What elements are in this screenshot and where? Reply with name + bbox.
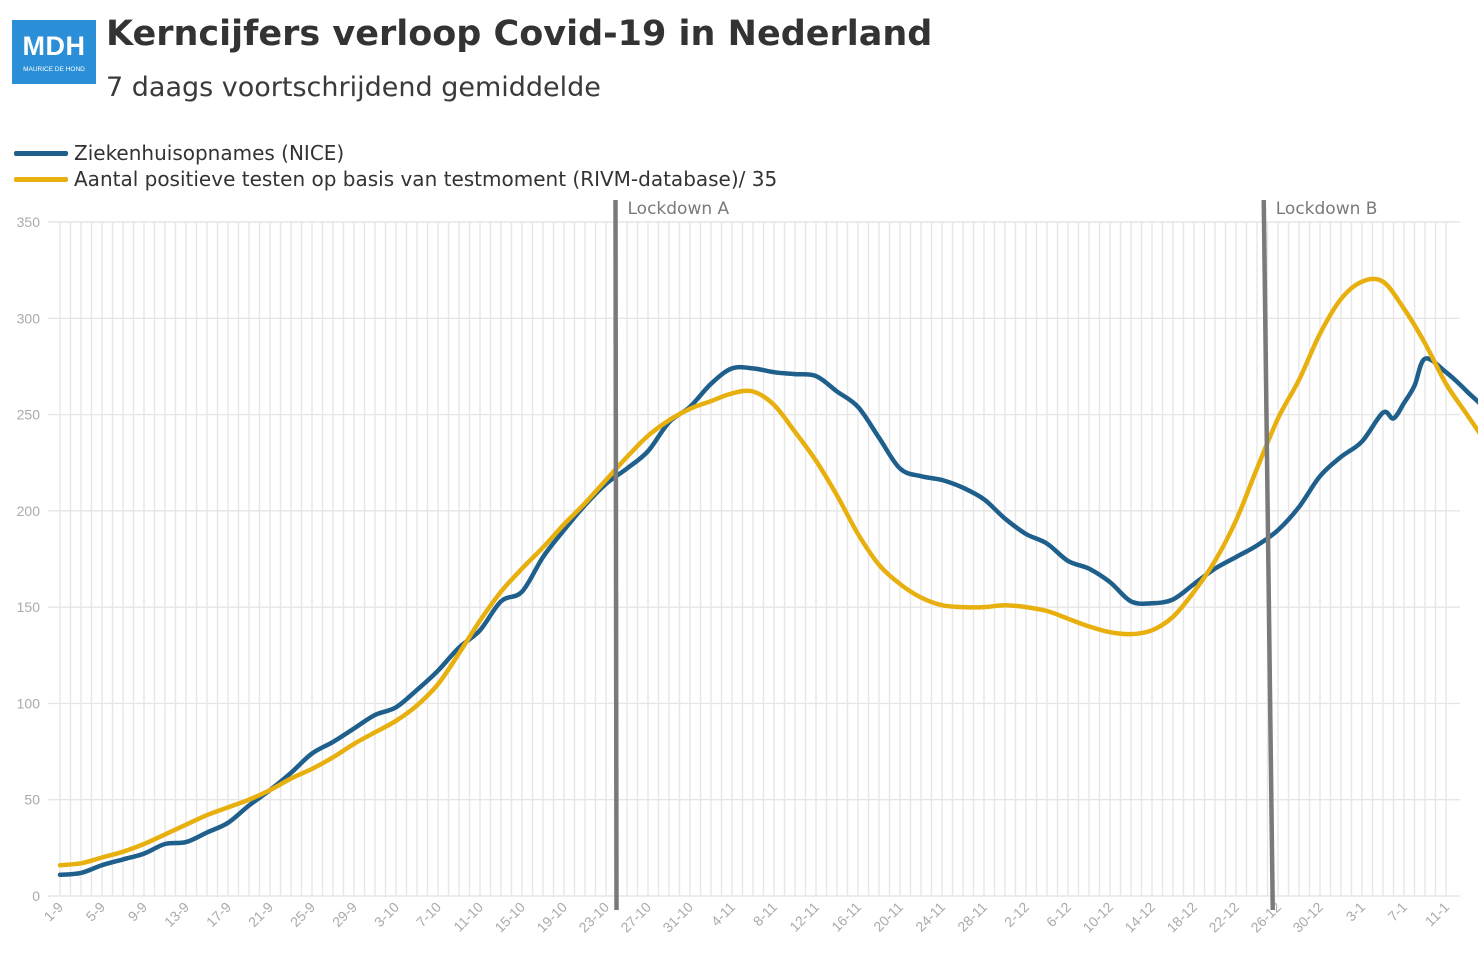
x-tick-label: 9-9: [124, 899, 150, 925]
logo-text: MDH: [22, 31, 86, 61]
mdh-logo: MDH MAURICE DE HOND: [12, 20, 96, 84]
x-tick-label: 21-9: [245, 899, 276, 930]
x-tick-label: 2-12: [1001, 899, 1032, 930]
legend-label-nice: Ziekenhuisopnames (NICE): [74, 141, 345, 165]
x-tick-label: 6-12: [1043, 899, 1074, 930]
y-tick-label: 250: [17, 407, 41, 423]
y-tick-label: 150: [17, 599, 41, 615]
x-tick-label: 25-9: [287, 899, 318, 930]
x-tick-label: 7-10: [413, 899, 444, 930]
x-tick-label: 8-11: [750, 899, 781, 930]
legend-item-nice: Ziekenhuisopnames (NICE): [14, 140, 344, 166]
x-tick-label: 27-10: [617, 899, 654, 936]
y-tick-label: 100: [17, 695, 41, 711]
x-tick-label: 10-12: [1079, 899, 1116, 936]
lockdown-a-label: Lockdown A: [628, 199, 730, 219]
legend-swatch-nice: [14, 150, 68, 156]
x-tick-label: 17-9: [203, 899, 234, 930]
y-tick-label: 200: [17, 503, 41, 519]
x-tick-label: 13-9: [161, 899, 192, 930]
lockdown-b-line: [1261, 199, 1275, 911]
x-tick-label: 14-12: [1121, 899, 1158, 936]
chart-subtitle: 7 daags voortschrijdend gemiddelde: [106, 72, 601, 103]
x-tick-label: 28-11: [954, 899, 990, 935]
x-tick-label: 22-12: [1205, 899, 1242, 936]
x-tick-label: 5-9: [82, 899, 108, 925]
x-tick-label: 30-12: [1289, 899, 1326, 936]
y-tick-label: 300: [17, 310, 41, 326]
x-tick-label: 26-12: [1247, 899, 1284, 936]
x-tick-label: 3-10: [371, 899, 402, 930]
x-tick-label: 12-11: [786, 899, 822, 935]
y-tick-label: 0: [32, 888, 40, 904]
legend-swatch-rivm: [14, 176, 68, 182]
x-tick-label: 15-10: [491, 899, 528, 936]
x-tick-label: 29-9: [329, 899, 360, 930]
x-tick-label: 23-10: [575, 899, 612, 936]
lockdown-b-label: Lockdown B: [1276, 199, 1378, 219]
series-line-rivm: [57, 276, 1478, 868]
x-tick-label: 4-11: [708, 899, 739, 930]
x-tick-label: 3-1: [1342, 899, 1368, 925]
x-tick-label: 18-12: [1163, 899, 1200, 936]
x-tick-label: 20-11: [870, 899, 906, 935]
lockdown-a-line: [613, 199, 619, 911]
series-line-nice: [57, 356, 1478, 878]
x-tick-label: 19-10: [533, 899, 570, 936]
legend-item-rivm: Aantal positieve testen op basis van tes…: [14, 166, 777, 192]
logo-subtext: MAURICE DE HOND: [23, 66, 85, 73]
chart-title: Kerncijfers verloop Covid-19 in Nederlan…: [106, 14, 933, 54]
y-tick-label: 50: [24, 792, 40, 808]
x-tick-label: 16-11: [828, 899, 864, 935]
x-tick-label: 24-11: [912, 899, 948, 935]
legend-label-rivm: Aantal positieve testen op basis van tes…: [74, 167, 778, 191]
x-tick-label: 1-9: [40, 899, 66, 925]
x-tick-label: 31-10: [659, 899, 696, 936]
x-tick-label: 11-1: [1422, 899, 1453, 930]
x-tick-label: 7-1: [1384, 899, 1410, 925]
y-tick-label: 350: [17, 214, 41, 230]
x-tick-label: 11-10: [450, 899, 486, 935]
